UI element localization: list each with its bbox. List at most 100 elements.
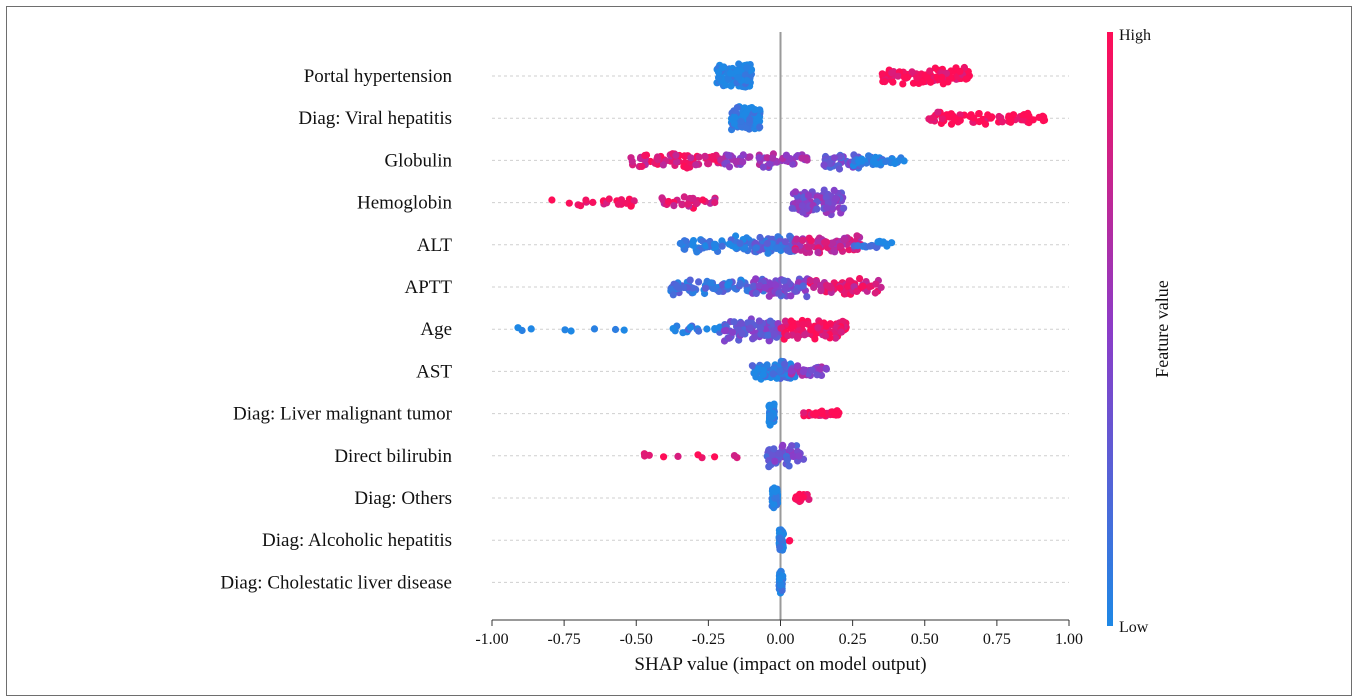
x-tick-label: 0.25 bbox=[839, 631, 867, 648]
shap-point bbox=[795, 452, 803, 460]
shap-point bbox=[998, 118, 1007, 126]
shap-point bbox=[856, 275, 864, 283]
shap-point bbox=[818, 407, 826, 415]
shap-point bbox=[831, 248, 839, 256]
shap-point bbox=[750, 369, 758, 377]
shap-point bbox=[766, 159, 774, 167]
shap-point bbox=[783, 246, 791, 254]
shap-point bbox=[514, 324, 522, 332]
shap-point bbox=[775, 450, 783, 458]
shap-point bbox=[726, 69, 735, 77]
shap-point bbox=[1005, 114, 1013, 122]
shap-point bbox=[692, 161, 700, 169]
shap-point bbox=[865, 152, 873, 160]
shap-point bbox=[1025, 119, 1033, 127]
shap-point bbox=[692, 200, 700, 208]
shap-point bbox=[672, 151, 680, 159]
feature-label: Diag: Viral hepatitis bbox=[298, 108, 452, 129]
shap-point bbox=[807, 237, 815, 245]
shap-point bbox=[770, 500, 778, 508]
shap-point bbox=[590, 325, 599, 333]
shap-point bbox=[641, 151, 649, 160]
shap-point bbox=[794, 362, 802, 370]
shap-point bbox=[730, 452, 739, 460]
shap-point bbox=[783, 456, 792, 464]
shap-point bbox=[881, 78, 889, 86]
shap-point bbox=[814, 248, 822, 256]
shap-point bbox=[739, 158, 747, 166]
shap-point bbox=[975, 110, 983, 118]
shap-point bbox=[882, 157, 890, 165]
shap-point bbox=[831, 411, 839, 419]
shap-point bbox=[764, 331, 772, 339]
shap-point bbox=[837, 328, 845, 336]
shap-point bbox=[823, 204, 831, 212]
shap-point bbox=[889, 78, 897, 86]
shap-point bbox=[772, 244, 780, 252]
shap-beeswarm-chart: Portal hypertension Diag: Viral hepatitis… bbox=[220, 27, 1172, 675]
shap-point bbox=[701, 152, 709, 160]
shap-point bbox=[737, 117, 745, 125]
shap-point bbox=[877, 283, 885, 291]
shap-point bbox=[981, 120, 990, 128]
shap-point bbox=[699, 196, 707, 204]
shap-point bbox=[731, 244, 740, 252]
shap-point bbox=[741, 71, 749, 79]
shap-point bbox=[869, 158, 878, 166]
shap-point bbox=[617, 196, 626, 204]
shap-point bbox=[787, 292, 795, 300]
shap-point bbox=[781, 360, 789, 368]
shap-point bbox=[787, 367, 795, 375]
shap-point bbox=[749, 282, 758, 290]
shap-point bbox=[1035, 113, 1043, 121]
shap-point bbox=[803, 293, 811, 301]
shap-point bbox=[962, 75, 970, 83]
shap-point bbox=[763, 239, 771, 248]
shap-point bbox=[736, 239, 744, 247]
shap-point bbox=[703, 325, 711, 333]
feature-label: Age bbox=[420, 319, 452, 340]
shap-point bbox=[821, 332, 830, 340]
shap-point bbox=[743, 77, 751, 85]
shap-point bbox=[822, 322, 830, 330]
shap-point bbox=[800, 409, 808, 417]
shap-point bbox=[785, 462, 793, 470]
shap-point bbox=[701, 284, 710, 292]
shap-point bbox=[765, 402, 773, 410]
shap-point bbox=[839, 317, 847, 325]
shap-point bbox=[659, 196, 667, 204]
shap-point bbox=[722, 327, 730, 335]
shap-point bbox=[730, 318, 738, 326]
shap-point bbox=[770, 330, 779, 338]
shap-point bbox=[801, 331, 809, 339]
shap-point bbox=[817, 287, 825, 295]
shap-point bbox=[718, 63, 727, 71]
shap-point bbox=[1024, 109, 1032, 117]
feature-labels: Portal hypertension Diag: Viral hepatitis… bbox=[220, 66, 452, 593]
shap-point bbox=[789, 322, 797, 331]
shap-point bbox=[709, 153, 717, 161]
shap-point bbox=[813, 371, 821, 379]
shap-point bbox=[775, 289, 783, 297]
shap-point bbox=[866, 283, 874, 291]
shap-point bbox=[687, 154, 695, 162]
shap-point bbox=[715, 74, 723, 82]
shap-point bbox=[822, 281, 831, 289]
shap-point bbox=[804, 320, 813, 328]
shap-point bbox=[707, 279, 715, 287]
shap-point bbox=[939, 80, 947, 88]
shap-point bbox=[769, 154, 777, 162]
shap-point bbox=[743, 63, 751, 71]
shap-point bbox=[756, 324, 765, 332]
shap-point bbox=[672, 282, 681, 290]
shap-point bbox=[780, 277, 788, 285]
shap-point bbox=[811, 335, 819, 343]
shap-point bbox=[733, 104, 741, 112]
feature-label: Direct bilirubin bbox=[334, 446, 452, 467]
shap-point bbox=[761, 283, 769, 291]
shap-point bbox=[679, 329, 687, 337]
shap-point bbox=[956, 67, 964, 76]
shap-point bbox=[830, 186, 838, 194]
shap-point bbox=[776, 543, 784, 551]
shap-point bbox=[844, 282, 852, 290]
